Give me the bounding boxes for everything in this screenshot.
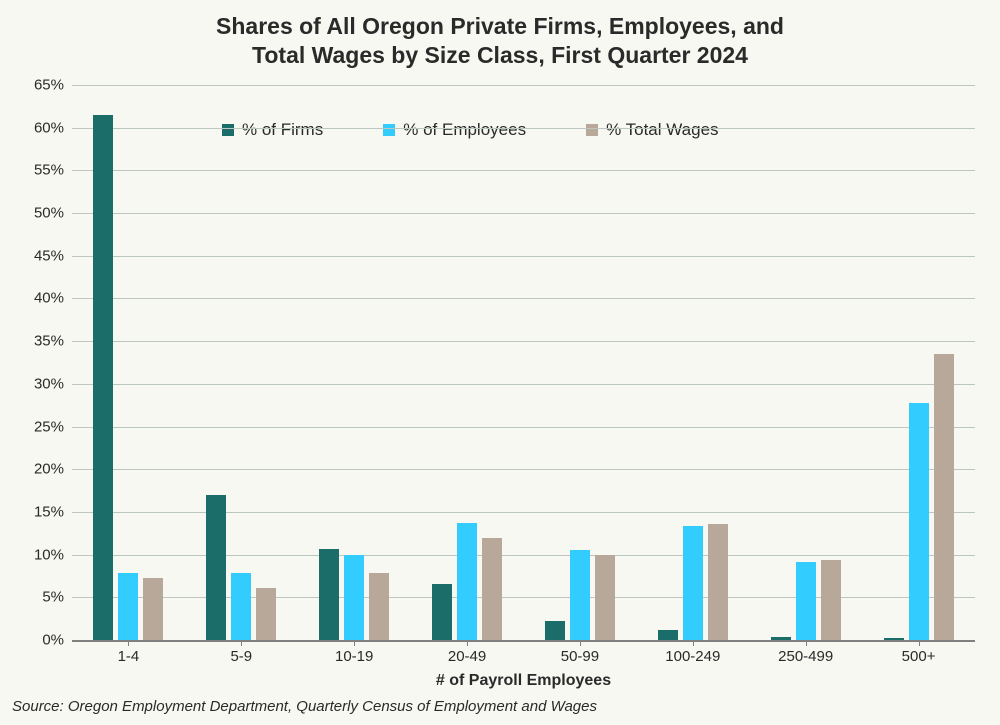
bar	[708, 524, 728, 640]
title-line-2: Total Wages by Size Class, First Quarter…	[252, 42, 748, 68]
x-tick	[467, 640, 468, 646]
legend-label: % Total Wages	[606, 120, 718, 140]
bar	[93, 115, 113, 640]
bar	[344, 555, 364, 640]
gridline	[72, 469, 975, 470]
y-tick-label: 15%	[34, 503, 72, 520]
legend-swatch	[586, 124, 598, 136]
y-tick-label: 30%	[34, 375, 72, 392]
x-tick	[241, 640, 242, 646]
source-text: Source: Oregon Employment Department, Qu…	[12, 698, 597, 715]
legend-swatch	[383, 124, 395, 136]
bar	[658, 630, 678, 640]
legend-label: % of Firms	[242, 120, 323, 140]
bar	[118, 573, 138, 640]
chart-container: Shares of All Oregon Private Firms, Empl…	[0, 0, 1000, 725]
y-tick-label: 25%	[34, 418, 72, 435]
gridline	[72, 213, 975, 214]
x-tick-label: 50-99	[561, 648, 599, 665]
bar	[319, 549, 339, 640]
x-tick	[693, 640, 694, 646]
legend-label: % of Employees	[403, 120, 526, 140]
gridline	[72, 298, 975, 299]
bar	[683, 526, 703, 640]
legend-item: % of Firms	[222, 120, 323, 140]
gridline	[72, 256, 975, 257]
bar	[821, 560, 841, 640]
x-tick-label: 10-19	[335, 648, 373, 665]
x-tick-label: 5-9	[230, 648, 252, 665]
bar	[545, 621, 565, 640]
bar	[457, 523, 477, 640]
bar	[369, 573, 389, 640]
bar	[595, 555, 615, 640]
bar	[570, 550, 590, 640]
legend-swatch	[222, 124, 234, 136]
bar	[909, 403, 929, 640]
gridline	[72, 170, 975, 171]
x-tick-label: 100-249	[665, 648, 720, 665]
y-tick-label: 40%	[34, 290, 72, 307]
gridline	[72, 384, 975, 385]
bar	[231, 573, 251, 640]
y-tick-label: 10%	[34, 546, 72, 563]
legend-item: % of Employees	[383, 120, 526, 140]
y-tick-label: 5%	[42, 589, 72, 606]
bar	[256, 588, 276, 640]
bar	[432, 584, 452, 640]
title-line-1: Shares of All Oregon Private Firms, Empl…	[216, 13, 784, 39]
x-tick	[806, 640, 807, 646]
bar	[482, 538, 502, 640]
y-tick-label: 35%	[34, 333, 72, 350]
legend: % of Firms % of Employees % Total Wages	[222, 120, 719, 140]
x-tick-label: 250-499	[778, 648, 833, 665]
bar	[143, 578, 163, 640]
y-tick-label: 65%	[34, 77, 72, 94]
bar	[934, 354, 954, 640]
y-tick-label: 60%	[34, 119, 72, 136]
y-tick-label: 0%	[42, 632, 72, 649]
x-tick	[919, 640, 920, 646]
gridline	[72, 128, 975, 129]
chart-title: Shares of All Oregon Private Firms, Empl…	[0, 12, 1000, 70]
bar	[796, 562, 816, 640]
y-tick-label: 55%	[34, 162, 72, 179]
y-tick-label: 20%	[34, 461, 72, 478]
y-tick-label: 45%	[34, 247, 72, 264]
gridline	[72, 85, 975, 86]
plot-area: # of Payroll Employees % of Firms% of Em…	[72, 85, 975, 642]
x-tick-label: 20-49	[448, 648, 486, 665]
legend-item: % Total Wages	[586, 120, 718, 140]
gridline	[72, 341, 975, 342]
bar	[884, 638, 904, 640]
x-tick	[128, 640, 129, 646]
x-tick-label: 500+	[902, 648, 936, 665]
x-axis-label: # of Payroll Employees	[72, 672, 975, 690]
x-tick	[580, 640, 581, 646]
x-tick-label: 1-4	[118, 648, 140, 665]
gridline	[72, 427, 975, 428]
bar	[771, 637, 791, 640]
bar	[206, 495, 226, 640]
y-tick-label: 50%	[34, 205, 72, 222]
x-tick	[354, 640, 355, 646]
